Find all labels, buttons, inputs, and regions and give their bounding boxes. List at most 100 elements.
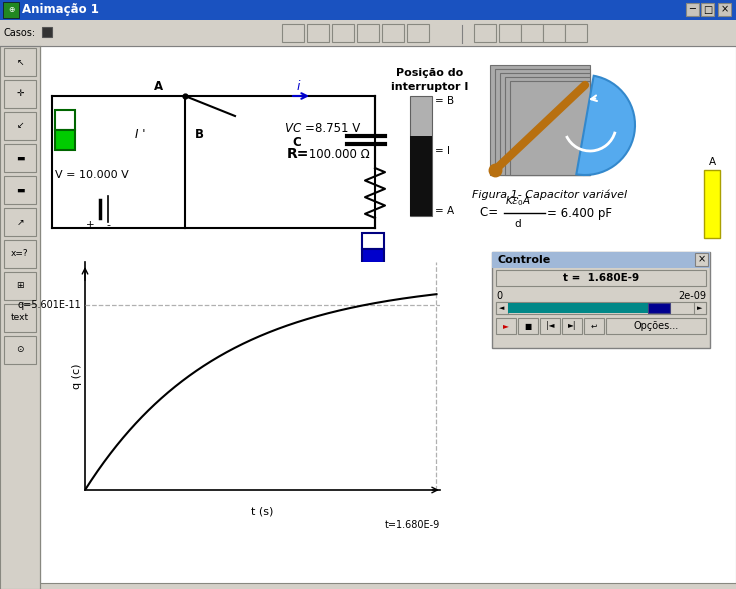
Text: Animação 1: Animação 1	[22, 4, 99, 16]
Text: ↖: ↖	[16, 58, 24, 67]
Bar	[490, 65, 590, 175]
Text: C=: C=	[480, 207, 502, 220]
Bar	[694, 302, 706, 314]
Text: Opções...: Opções...	[634, 321, 679, 331]
Text: ↙: ↙	[16, 121, 24, 131]
Bar	[0, 0, 736, 20]
Text: ⊕: ⊕	[8, 5, 14, 15]
Text: 100.000 Ω: 100.000 Ω	[305, 147, 369, 160]
Bar	[496, 270, 706, 286]
Bar	[362, 249, 384, 263]
Bar	[4, 240, 36, 268]
Bar	[4, 336, 36, 364]
Bar	[565, 24, 587, 42]
Text: A: A	[153, 80, 163, 92]
Bar	[701, 3, 714, 16]
Text: ►|: ►|	[567, 322, 576, 330]
Bar	[282, 24, 304, 42]
Text: ─: ─	[690, 5, 696, 15]
Bar	[474, 24, 496, 42]
Text: ↗: ↗	[16, 217, 24, 227]
Text: = A: = A	[435, 206, 454, 216]
Text: ►: ►	[503, 322, 509, 330]
Text: t =  1.680E-9: t = 1.680E-9	[563, 273, 639, 283]
Bar	[606, 318, 706, 334]
Bar	[540, 318, 560, 334]
Bar	[521, 24, 543, 42]
Bar	[4, 176, 36, 204]
Bar	[410, 96, 432, 216]
Bar	[4, 272, 36, 300]
Bar	[584, 318, 604, 334]
Text: Figura 1- Capacitor variável: Figura 1- Capacitor variável	[473, 190, 628, 200]
Bar	[55, 130, 75, 150]
Bar	[496, 318, 516, 334]
Bar	[510, 81, 590, 175]
Text: x=?: x=?	[11, 250, 29, 259]
Bar	[4, 112, 36, 140]
Text: I ': I '	[135, 128, 145, 141]
Bar	[648, 303, 670, 313]
Text: i: i	[297, 81, 300, 94]
Bar	[492, 252, 710, 348]
Text: ⊙: ⊙	[16, 346, 24, 355]
Text: ►: ►	[697, 305, 703, 311]
Text: 2e-09: 2e-09	[678, 291, 706, 301]
Bar	[357, 24, 379, 42]
Bar	[505, 77, 590, 175]
Text: ✛: ✛	[16, 90, 24, 98]
Y-axis label: q (c): q (c)	[72, 363, 82, 389]
X-axis label: t (s): t (s)	[251, 507, 274, 517]
Bar	[543, 24, 565, 42]
Bar	[42, 27, 52, 37]
Text: = B: = B	[435, 96, 454, 106]
Text: Posição do: Posição do	[397, 68, 464, 78]
Bar	[495, 69, 590, 175]
Bar	[55, 110, 75, 130]
Bar	[410, 136, 432, 216]
Bar	[0, 20, 736, 46]
Bar	[4, 208, 36, 236]
Bar	[496, 302, 508, 314]
Text: B: B	[195, 128, 204, 141]
Text: = 6.400 pF: = 6.400 pF	[547, 207, 612, 220]
Bar	[407, 24, 429, 42]
Text: Casos:: Casos:	[4, 28, 36, 38]
Text: C: C	[292, 135, 301, 148]
Text: 8.751 V: 8.751 V	[315, 121, 360, 134]
Text: t=1.680E-9: t=1.680E-9	[385, 519, 440, 530]
Text: text: text	[11, 313, 29, 323]
Bar	[508, 303, 648, 313]
Bar	[695, 253, 708, 266]
Bar	[4, 304, 36, 332]
Bar	[362, 233, 384, 249]
Bar	[496, 302, 706, 314]
Text: = I: = I	[435, 146, 450, 156]
Bar	[499, 24, 521, 42]
Bar	[3, 2, 19, 18]
Text: ×: ×	[698, 254, 706, 264]
Text: ▬: ▬	[15, 186, 24, 194]
Bar	[307, 24, 329, 42]
Text: ⊞: ⊞	[16, 282, 24, 290]
Text: A: A	[709, 157, 715, 167]
Text: |◄: |◄	[546, 322, 554, 330]
Text: $K\mathcal{E}_0 A$: $K\mathcal{E}_0 A$	[505, 194, 531, 208]
Bar	[718, 3, 731, 16]
Wedge shape	[576, 76, 635, 175]
Bar	[4, 48, 36, 76]
Text: Controle: Controle	[498, 255, 551, 265]
Bar	[562, 318, 582, 334]
Text: ◄: ◄	[499, 305, 505, 311]
Text: ×: ×	[721, 5, 729, 15]
Text: d: d	[514, 219, 521, 229]
Text: -: -	[106, 220, 110, 230]
Text: V = 10.000 V: V = 10.000 V	[55, 170, 129, 180]
Text: ▬: ▬	[15, 154, 24, 163]
Bar	[686, 3, 699, 16]
Text: □: □	[703, 5, 712, 15]
Text: interruptor I: interruptor I	[392, 82, 469, 92]
Bar	[704, 170, 720, 238]
Bar	[332, 24, 354, 42]
Text: VC =: VC =	[285, 121, 315, 134]
